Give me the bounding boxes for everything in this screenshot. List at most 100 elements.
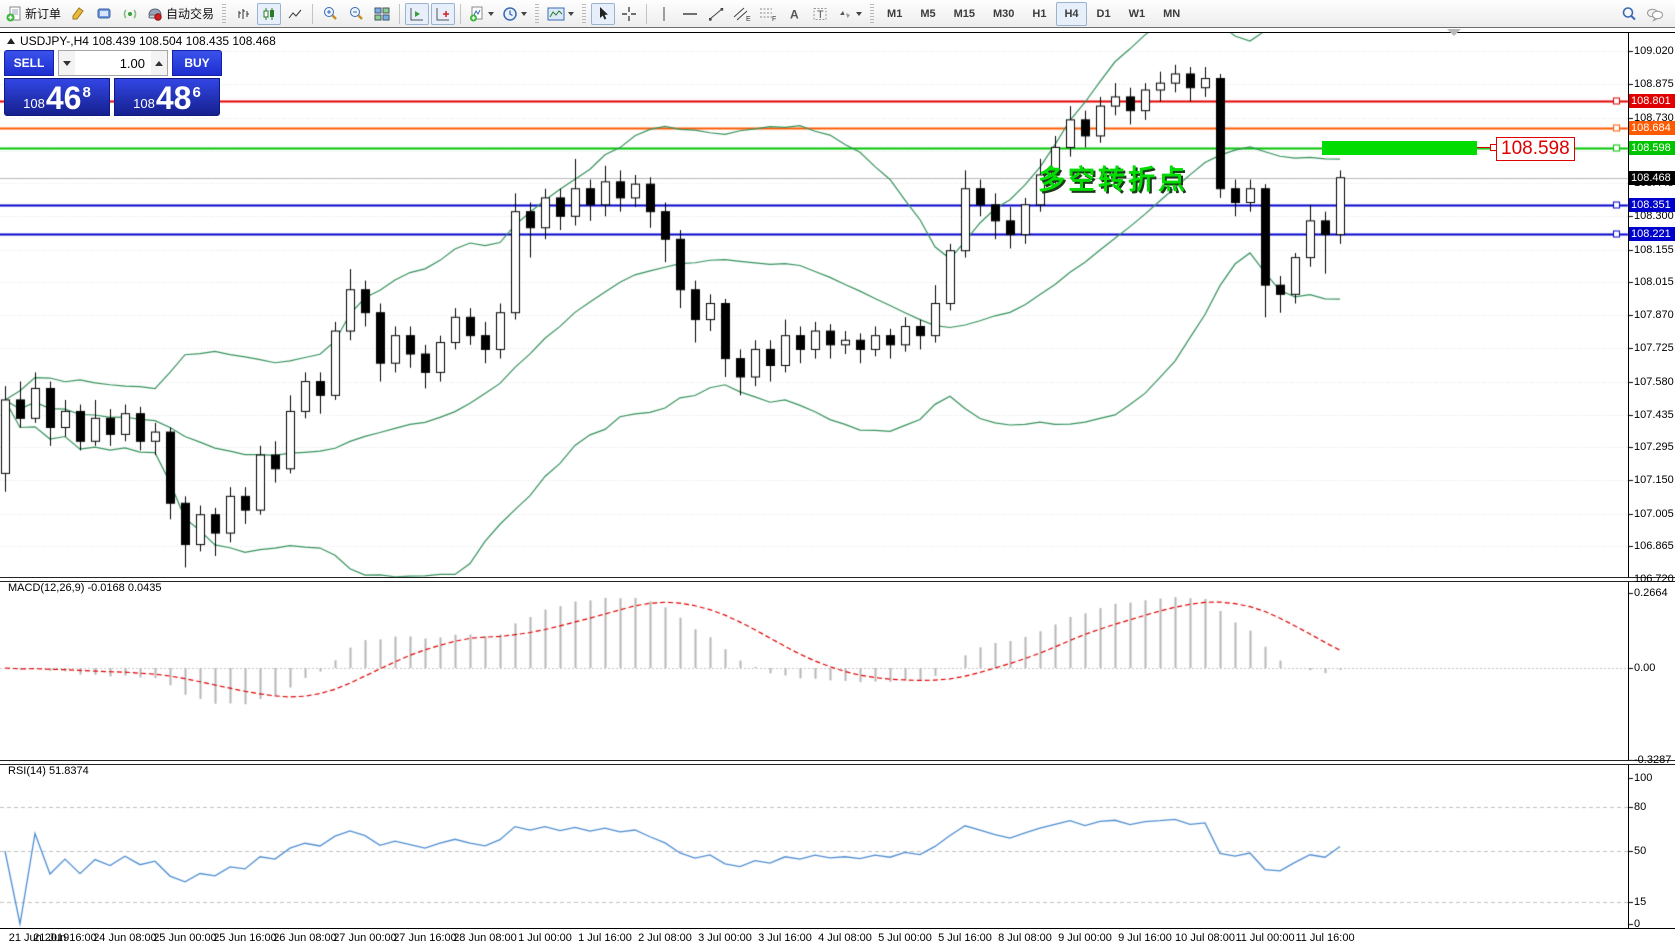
line-chart-button[interactable] [283,3,307,25]
horizontal-line-button[interactable] [678,3,702,25]
timeframe-H4[interactable]: H4 [1056,1,1087,26]
toolbar-grip[interactable] [535,3,540,24]
toolbar-grip[interactable] [870,3,875,24]
tile-windows-icon [374,7,390,20]
chart-canvas[interactable] [0,28,1675,951]
vertical-line-icon [663,6,665,21]
sell-price-prefix: 108 [23,96,45,111]
price-callout-label[interactable]: 108.598 [1496,137,1575,161]
price-badge[interactable]: 108.221 [1629,227,1675,242]
price-badge[interactable]: 108.684 [1629,121,1675,136]
chart-shift-button[interactable] [431,2,456,25]
toolbar-separator [399,3,401,24]
indicators-window-icon [547,7,565,20]
crosshair-button[interactable] [617,3,641,25]
toolbar-grip[interactable] [222,3,227,24]
macd-tick-label: -0.3287 [1634,754,1672,767]
price-tick-label: 108.300 [1634,210,1674,223]
text-label-icon: T [813,7,827,21]
main-toolbar: 新订单 自动交易 [0,0,1675,28]
price-axis-line[interactable] [1628,32,1629,928]
turning-point-annotation[interactable]: 多空转折点 [1038,165,1188,195]
timeframe-W1[interactable]: W1 [1128,7,1146,20]
sell-button[interactable]: SELL [4,50,54,76]
price-tick-label: 109.020 [1634,45,1674,57]
timeframe-M1[interactable]: M1 [887,7,903,20]
new-order-button[interactable]: 新订单 [3,3,64,25]
macd-tick-label: 0.00 [1634,662,1656,674]
timeframe-M5[interactable]: M5 [920,7,936,20]
price-badge[interactable]: 108.351 [1629,197,1675,212]
chat-button[interactable] [1643,3,1667,25]
price-badge[interactable]: 108.598 [1629,140,1675,155]
price-tick-label: 107.005 [1634,507,1674,520]
sell-price-box[interactable]: 108 46 8 [4,78,110,116]
timeframe-H1[interactable]: H1 [1032,7,1047,20]
equidistant-channel-button[interactable]: E [730,3,754,25]
metaeditor-button[interactable] [66,3,90,25]
new-order-icon [6,6,21,21]
candlestick-chart-button[interactable] [257,2,282,25]
zoom-in-button[interactable] [318,3,342,25]
add-indicator-icon [470,6,483,21]
timeframe-M15[interactable]: M15 [953,7,975,20]
rsi-panel-separator[interactable] [0,760,1675,765]
fibonacci-button[interactable]: F [756,3,780,25]
terminal-icon [97,8,111,18]
time-axis-label: 25 Jun 16:00 [213,932,277,944]
target-zone-rectangle[interactable] [1322,141,1477,155]
buy-price-box[interactable]: 108 48 6 [114,78,220,116]
svg-text:A: A [790,7,799,21]
cursor-icon [600,6,609,19]
buy-button[interactable]: BUY [172,50,222,76]
periods-button[interactable] [499,3,530,25]
scroll-to-end-marker[interactable] [1447,29,1461,36]
sell-price-big: 46 [45,80,82,116]
timeframe-M30[interactable]: M30 [993,7,1015,20]
trendline-button[interactable] [704,3,728,25]
autotrading-icon [148,7,162,21]
bar-chart-button[interactable] [231,3,255,25]
toolbar-grip[interactable] [582,3,587,24]
trendline-icon [709,7,724,21]
vertical-line-button[interactable] [652,3,676,25]
signals-icon [123,9,137,18]
time-axis-line[interactable] [0,928,1675,929]
price-tick-label: 108.875 [1634,78,1674,91]
time-axis-label: 2 Jul 08:00 [638,932,692,944]
zoom-out-button[interactable] [344,3,368,25]
triangle-up-icon [155,60,163,66]
cursor-button[interactable] [591,2,616,25]
toolbar-separator [460,3,462,24]
volume-value[interactable]: 1.00 [119,55,145,71]
volume-increase-button[interactable] [151,51,167,75]
terminal-button[interactable] [92,3,116,25]
arrows-button[interactable] [834,3,865,25]
time-axis-label: 21 Jun 2019 [8,932,70,944]
time-axis-label: 26 Jun 08:00 [273,932,337,944]
toolbar-separator [312,3,314,24]
price-tick-label: 107.435 [1634,408,1674,421]
timeframe-D1[interactable]: D1 [1096,7,1111,20]
new-order-label: 新订单 [25,7,62,21]
rsi-tick-label: 80 [1634,801,1647,814]
volume-decrease-button[interactable] [59,51,75,75]
tile-windows-button[interactable] [370,3,394,25]
svg-text:F: F [772,16,776,22]
macd-panel-separator[interactable] [0,577,1675,582]
symbol-collapse-icon[interactable] [7,38,15,44]
search-button[interactable] [1617,3,1641,25]
time-axis-label: 9 Jul 16:00 [1118,932,1172,944]
indicators-window-button[interactable] [544,3,577,25]
text-button[interactable]: A [782,3,806,25]
auto-scroll-button[interactable] [405,2,430,25]
time-axis-label: 27 Jun 00:00 [333,932,397,944]
add-indicator-button[interactable] [466,3,497,25]
signals-button[interactable] [118,3,142,25]
triangle-down-icon [63,60,71,66]
price-badge[interactable]: 108.468 [1629,170,1675,185]
text-label-button[interactable]: T [808,3,832,25]
price-badge[interactable]: 108.801 [1629,94,1675,109]
autotrading-button[interactable]: 自动交易 [144,3,217,25]
timeframe-MN[interactable]: MN [1163,7,1181,20]
